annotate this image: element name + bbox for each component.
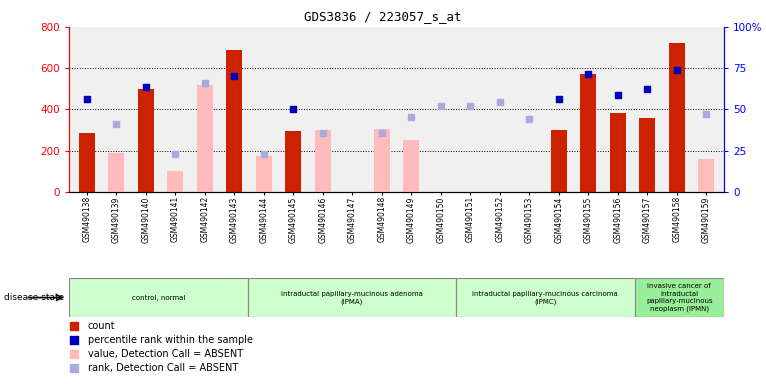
Bar: [256, 156, 272, 192]
Bar: [698, 159, 714, 192]
Bar: [669, 43, 685, 192]
Bar: [315, 130, 331, 192]
Bar: [634, 278, 724, 317]
Bar: [138, 89, 154, 192]
Point: [434, 103, 447, 109]
Bar: [79, 133, 95, 192]
Point: [68, 323, 80, 329]
Text: value, Detection Call = ABSENT: value, Detection Call = ABSENT: [87, 349, 243, 359]
Point: [139, 84, 152, 90]
Bar: [580, 74, 596, 192]
Text: disease state: disease state: [4, 293, 64, 302]
Point: [287, 106, 300, 113]
Point: [375, 130, 388, 136]
Point: [68, 337, 80, 343]
Text: percentile rank within the sample: percentile rank within the sample: [87, 335, 253, 345]
Point: [552, 96, 565, 102]
Point: [405, 114, 417, 120]
Text: GDS3836 / 223057_s_at: GDS3836 / 223057_s_at: [304, 10, 462, 23]
Bar: [226, 50, 242, 192]
Bar: [197, 85, 213, 192]
Text: invasive cancer of
intraductal
papillary-mucinous
neoplasm (IPMN): invasive cancer of intraductal papillary…: [646, 283, 712, 312]
Point: [700, 111, 712, 117]
Bar: [456, 278, 634, 317]
Point: [169, 151, 182, 157]
Text: count: count: [87, 321, 116, 331]
Point: [523, 116, 535, 122]
Point: [641, 86, 653, 92]
Point: [464, 103, 476, 109]
Point: [110, 121, 123, 127]
Bar: [403, 141, 419, 192]
Point: [257, 151, 270, 157]
Bar: [374, 129, 390, 192]
Text: rank, Detection Call = ABSENT: rank, Detection Call = ABSENT: [87, 363, 238, 373]
Bar: [551, 130, 567, 192]
Bar: [285, 131, 301, 192]
Bar: [639, 118, 655, 192]
Bar: [610, 113, 626, 192]
Bar: [108, 153, 124, 192]
Text: intraductal papillary-mucinous adenoma
(IPMA): intraductal papillary-mucinous adenoma (…: [281, 291, 423, 305]
Text: control, normal: control, normal: [132, 295, 185, 301]
Bar: [167, 171, 183, 192]
Point: [670, 67, 683, 73]
Point: [80, 96, 93, 102]
Point: [582, 71, 594, 78]
Point: [68, 365, 80, 371]
Point: [228, 73, 241, 79]
Text: intraductal papillary-mucinous carcinoma
(IPMC): intraductal papillary-mucinous carcinoma…: [473, 291, 618, 305]
Point: [198, 79, 211, 86]
Point: [68, 351, 80, 357]
Bar: [247, 278, 456, 317]
Point: [611, 92, 624, 98]
Bar: [69, 278, 247, 317]
Point: [316, 130, 329, 136]
Point: [493, 99, 506, 105]
